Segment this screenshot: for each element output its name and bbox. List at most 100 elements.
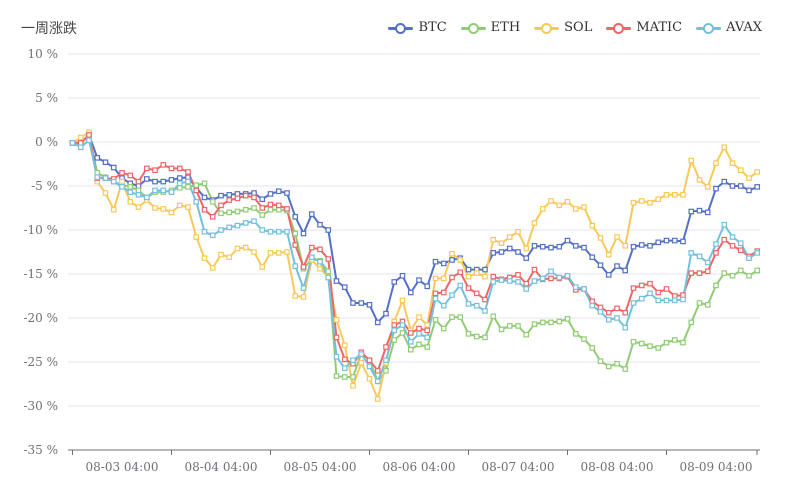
data-point-avax bbox=[383, 357, 389, 364]
y-tick-label: 0 % bbox=[35, 135, 58, 149]
data-point-avax bbox=[465, 301, 472, 307]
data-point-sol bbox=[713, 160, 719, 166]
data-point-avax bbox=[597, 309, 604, 315]
data-point-matic bbox=[655, 289, 662, 296]
legend-item-matic[interactable]: MATIC bbox=[606, 20, 682, 35]
legend-item-sol[interactable]: SOL bbox=[534, 20, 592, 35]
data-point-sol bbox=[267, 250, 274, 256]
data-point-sol bbox=[424, 322, 431, 328]
data-point-matic bbox=[548, 275, 554, 282]
data-point-eth bbox=[630, 338, 637, 345]
data-point-btc bbox=[160, 178, 167, 185]
data-point-sol bbox=[457, 257, 464, 263]
data-point-sol bbox=[366, 375, 373, 382]
data-point-avax bbox=[209, 232, 216, 239]
data-point-matic bbox=[688, 270, 695, 276]
data-point-matic bbox=[226, 197, 233, 203]
data-point-avax bbox=[564, 272, 571, 279]
data-point-matic bbox=[176, 165, 183, 172]
data-point-sol bbox=[614, 234, 620, 240]
data-point-matic bbox=[267, 201, 274, 208]
x-tick-label: 08-06 04:00 bbox=[383, 460, 456, 474]
series-line-sol bbox=[71, 131, 758, 400]
data-point-sol bbox=[721, 144, 728, 151]
data-point-eth bbox=[399, 330, 406, 336]
data-point-sol bbox=[168, 209, 175, 216]
data-point-eth bbox=[737, 267, 744, 274]
data-point-eth bbox=[465, 331, 472, 337]
data-point-matic bbox=[416, 325, 422, 332]
data-point-btc bbox=[350, 300, 356, 306]
legend-item-avax[interactable]: AVAX bbox=[696, 20, 762, 35]
data-point-eth bbox=[754, 267, 761, 274]
data-point-btc bbox=[267, 191, 274, 197]
data-point-sol bbox=[358, 360, 365, 366]
data-point-btc bbox=[523, 255, 530, 261]
data-point-eth bbox=[176, 184, 183, 191]
data-point-avax bbox=[391, 327, 398, 334]
data-point-eth bbox=[432, 316, 439, 323]
data-point-btc bbox=[333, 278, 340, 284]
data-point-avax bbox=[341, 365, 348, 371]
x-tick-label: 08-08 04:00 bbox=[581, 460, 654, 474]
data-point-matic bbox=[242, 192, 249, 199]
data-point-matic bbox=[407, 330, 414, 336]
data-point-avax bbox=[614, 315, 620, 321]
data-point-btc bbox=[251, 190, 257, 196]
data-point-avax bbox=[506, 278, 513, 284]
data-point-sol bbox=[754, 169, 761, 175]
data-point-sol bbox=[622, 243, 629, 249]
data-point-eth bbox=[506, 323, 513, 329]
data-point-eth bbox=[416, 341, 422, 348]
data-point-matic bbox=[251, 194, 257, 201]
legend-item-btc[interactable]: BTC bbox=[388, 20, 447, 35]
data-point-eth bbox=[713, 282, 719, 289]
data-point-sol bbox=[110, 206, 117, 213]
legend-item-eth[interactable]: ETH bbox=[460, 20, 520, 35]
data-point-matic bbox=[127, 172, 134, 179]
data-point-avax bbox=[407, 338, 414, 345]
data-point-matic bbox=[638, 282, 645, 289]
y-tick-label: -20 % bbox=[23, 311, 58, 325]
data-point-eth bbox=[267, 206, 274, 213]
data-point-eth bbox=[539, 319, 546, 326]
data-point-btc bbox=[729, 183, 736, 189]
data-point-avax bbox=[176, 180, 183, 187]
data-point-sol bbox=[729, 160, 736, 166]
data-point-sol bbox=[284, 249, 290, 255]
data-point-avax bbox=[127, 189, 134, 195]
data-point-avax bbox=[473, 302, 480, 309]
data-point-btc bbox=[383, 310, 389, 317]
data-point-btc bbox=[168, 177, 175, 183]
data-point-avax bbox=[358, 351, 365, 357]
data-point-eth bbox=[605, 363, 612, 370]
data-point-sol bbox=[127, 199, 134, 205]
data-point-sol bbox=[176, 202, 183, 209]
data-point-eth bbox=[341, 374, 348, 380]
data-point-matic bbox=[77, 140, 84, 146]
data-point-eth bbox=[292, 230, 299, 237]
data-point-eth bbox=[704, 302, 711, 308]
data-point-sol bbox=[275, 250, 282, 256]
data-point-sol bbox=[465, 273, 472, 280]
data-point-avax bbox=[275, 228, 282, 235]
legend-label: BTC bbox=[418, 20, 447, 35]
data-point-avax bbox=[226, 224, 233, 231]
data-point-btc bbox=[539, 243, 546, 250]
data-point-eth bbox=[564, 316, 571, 322]
data-point-sol bbox=[341, 342, 348, 349]
x-tick-label: 08-05 04:00 bbox=[284, 460, 357, 474]
series-line-btc bbox=[72, 134, 758, 324]
data-point-sol bbox=[630, 199, 637, 206]
data-point-eth bbox=[275, 206, 282, 213]
data-point-eth bbox=[482, 334, 488, 341]
data-point-matic bbox=[259, 205, 266, 211]
data-point-sol bbox=[251, 249, 257, 255]
data-point-matic bbox=[218, 202, 224, 209]
data-point-sol bbox=[317, 265, 323, 272]
data-point-sol bbox=[77, 134, 84, 141]
data-point-btc bbox=[102, 159, 109, 166]
data-point-avax bbox=[69, 140, 76, 146]
data-point-btc bbox=[135, 183, 142, 189]
data-point-eth bbox=[572, 331, 579, 337]
